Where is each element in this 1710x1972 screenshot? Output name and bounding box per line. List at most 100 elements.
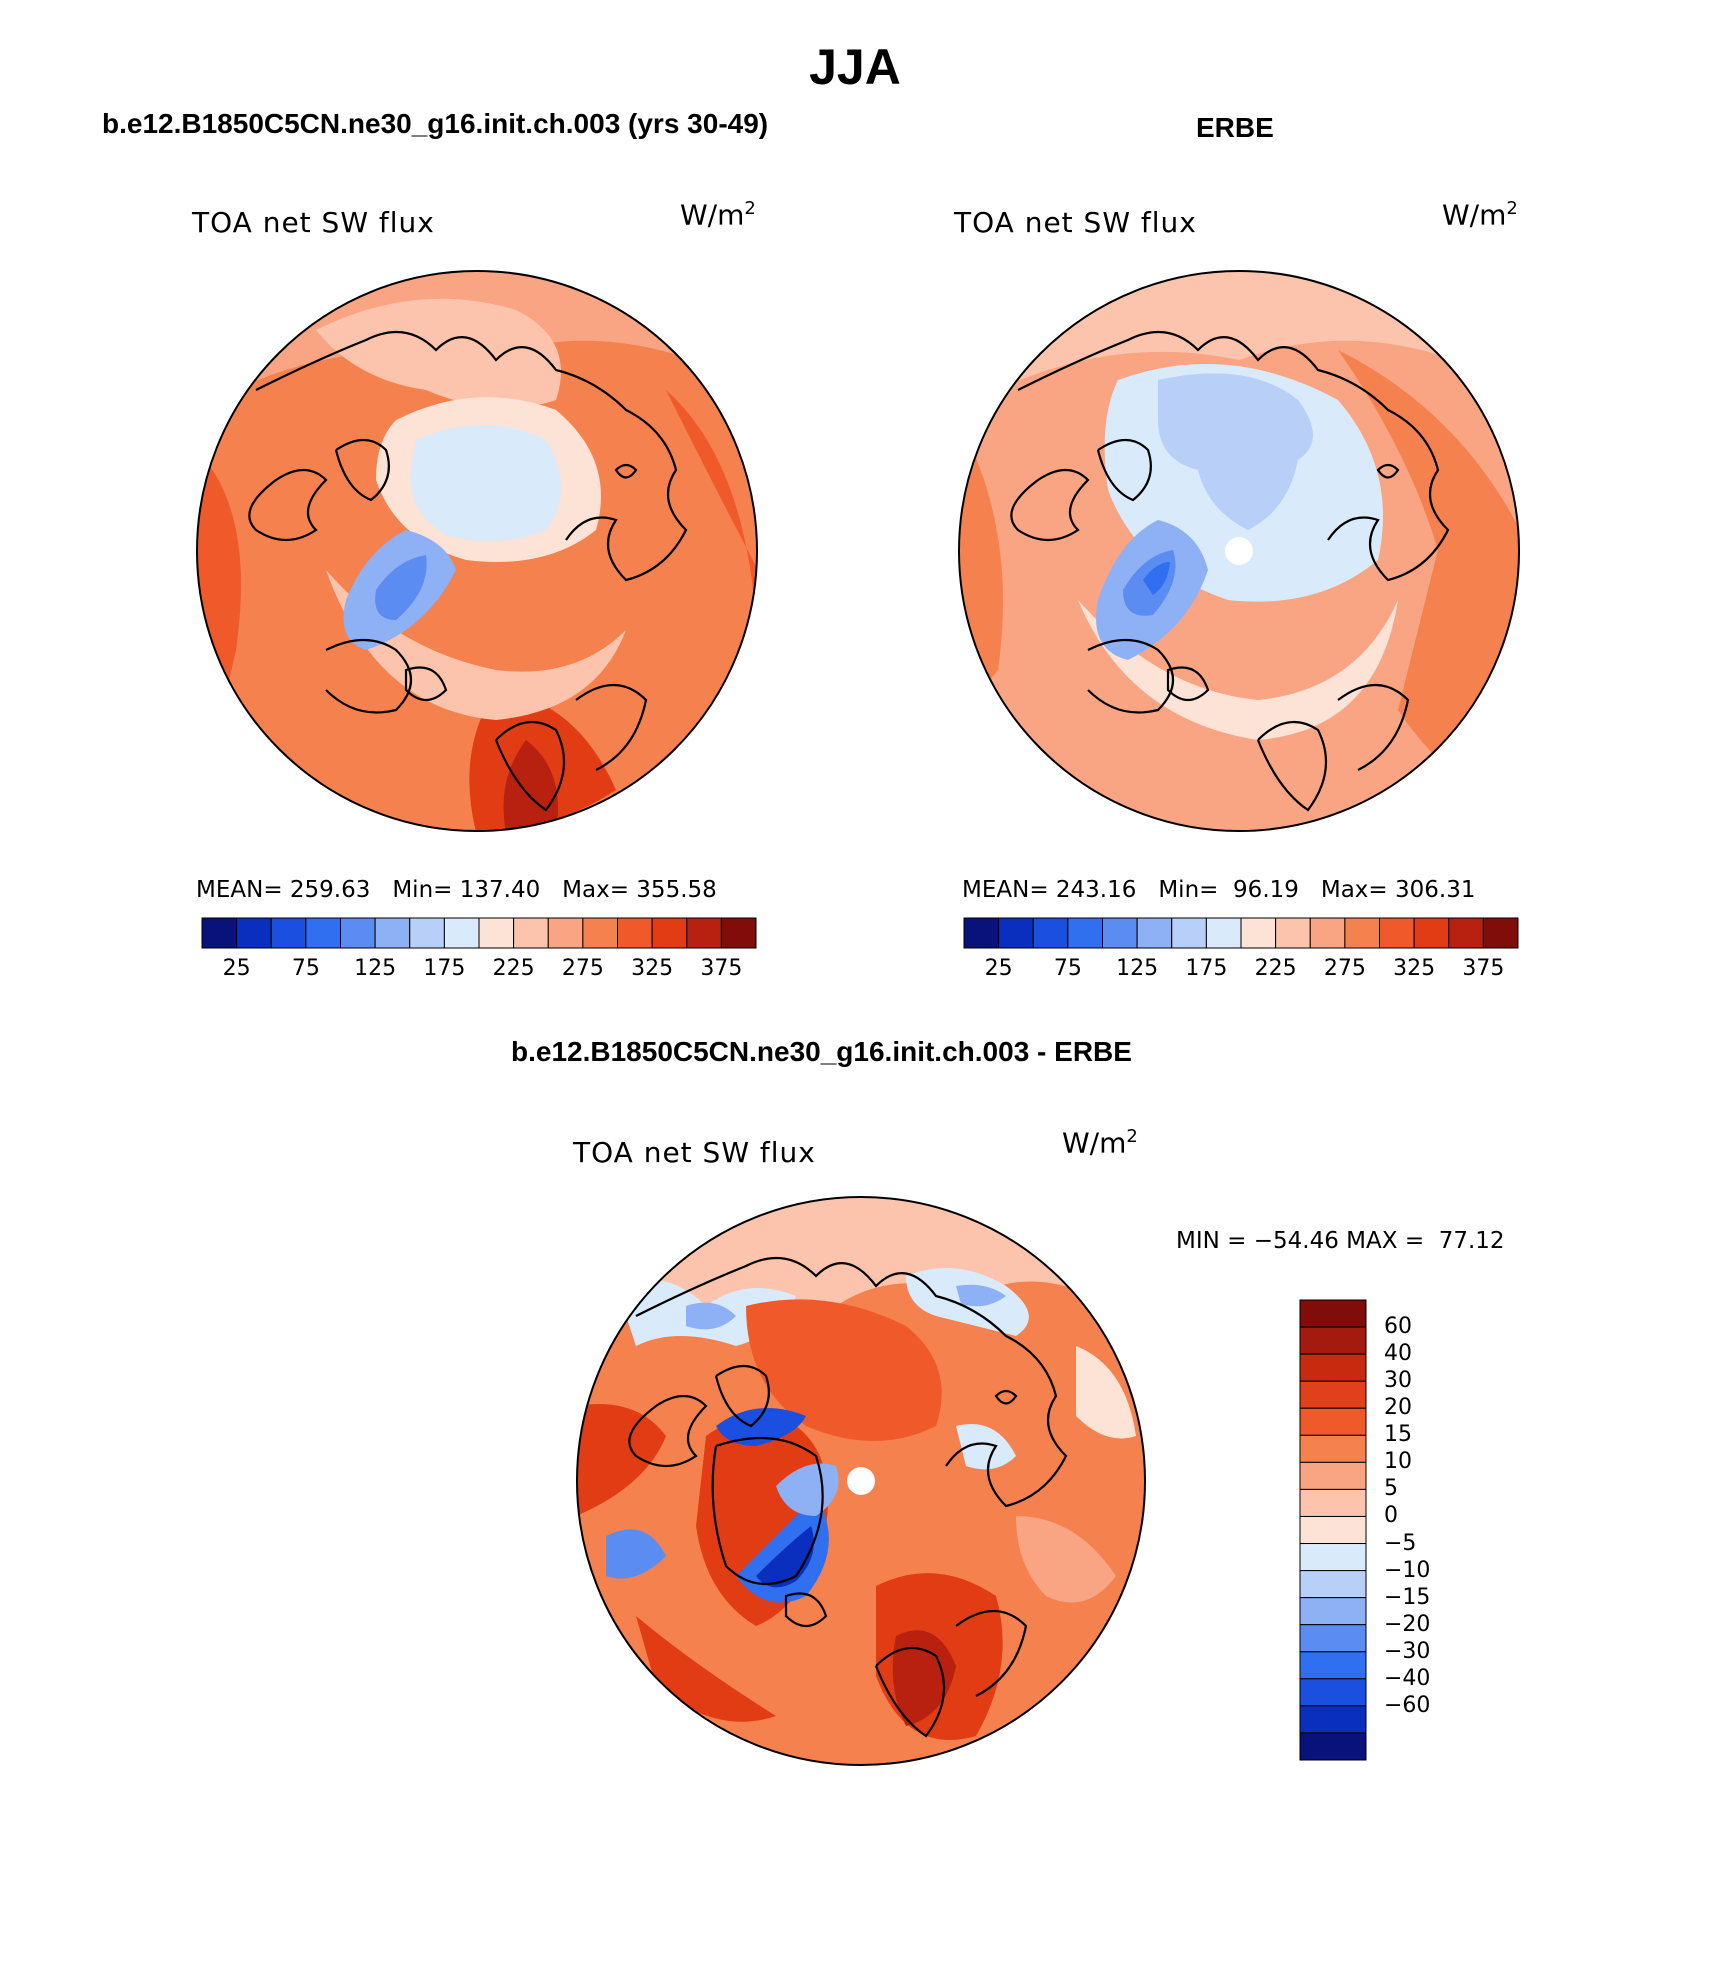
model-variable-label: TOA net SW flux bbox=[192, 206, 435, 239]
model-colorbar-tick-label: 125 bbox=[354, 956, 397, 981]
diff-colorbar-ticks: 60 40 30 20 15 10 5 0 −5 −10 −15 −20 −30 −40 −60 bbox=[1384, 1300, 1464, 1760]
obs-colorbar bbox=[963, 917, 1519, 949]
obs-colorbar-tick-label: 375 bbox=[1462, 956, 1505, 981]
model-colorbar-box bbox=[617, 917, 653, 949]
diff-colorbar-box bbox=[1299, 1570, 1367, 1599]
obs-colorbar-box bbox=[1136, 917, 1173, 949]
model-units-label: W/m2 bbox=[680, 198, 756, 232]
diff-variable-label: TOA net SW flux bbox=[573, 1136, 816, 1169]
obs-colorbar-tick-label: 325 bbox=[1393, 956, 1436, 981]
obs-colorbar-box bbox=[963, 917, 1000, 949]
model-polar-map bbox=[196, 270, 758, 832]
model-colorbar-box bbox=[513, 917, 549, 949]
model-colorbar-tick-label: 25 bbox=[222, 956, 251, 981]
obs-colorbar-box bbox=[1275, 917, 1311, 949]
obs-units-label: W/m2 bbox=[1442, 198, 1518, 232]
model-panel-header: b.e12.B1850C5CN.ne30_g16.init.ch.003 (yr… bbox=[102, 108, 769, 139]
diff-colorbar-box bbox=[1299, 1597, 1367, 1626]
diff-colorbar-box bbox=[1299, 1515, 1367, 1545]
diff-colorbar-box bbox=[1299, 1326, 1367, 1355]
model-colorbar-box bbox=[582, 917, 618, 949]
model-colorbar-box bbox=[409, 917, 445, 949]
diff-colorbar-tick-label: −40 bbox=[1384, 1665, 1431, 1691]
diff-colorbar-box bbox=[1299, 1543, 1367, 1572]
obs-colorbar-tick-label: 25 bbox=[984, 956, 1013, 981]
model-colorbar-tick-label: 75 bbox=[291, 956, 320, 981]
obs-colorbar-tick-label: 275 bbox=[1323, 956, 1366, 981]
model-colorbar-tick-label: 325 bbox=[631, 956, 674, 981]
model-colorbar-box bbox=[443, 917, 480, 949]
diff-colorbar-tick-label: 5 bbox=[1384, 1476, 1398, 1502]
diff-colorbar-tick-label: 20 bbox=[1384, 1395, 1412, 1421]
obs-colorbar-box bbox=[1448, 917, 1484, 949]
model-colorbar-box bbox=[270, 917, 307, 949]
diff-colorbar-box bbox=[1299, 1705, 1367, 1734]
obs-colorbar-box bbox=[1240, 917, 1277, 949]
diff-colorbar bbox=[1299, 1299, 1367, 1761]
diff-colorbar-tick-label: −5 bbox=[1384, 1530, 1417, 1556]
model-colorbar-box bbox=[720, 917, 757, 949]
obs-colorbar-tick-label: 75 bbox=[1053, 956, 1082, 981]
diff-colorbar-tick-label: 40 bbox=[1384, 1341, 1412, 1367]
model-colorbar-box bbox=[201, 917, 238, 949]
diff-polar-map bbox=[576, 1196, 1146, 1766]
obs-colorbar-box bbox=[1032, 917, 1069, 949]
diff-colorbar-box bbox=[1299, 1353, 1367, 1382]
model-colorbar-box bbox=[374, 917, 411, 949]
diff-colorbar-tick-label: 15 bbox=[1384, 1422, 1412, 1448]
obs-colorbar-box bbox=[1482, 917, 1519, 949]
obs-colorbar-box bbox=[1102, 917, 1138, 949]
diff-colorbar-tick-label: −10 bbox=[1384, 1557, 1431, 1583]
obs-colorbar-tick-label: 125 bbox=[1116, 956, 1159, 981]
model-colorbar-box bbox=[236, 917, 272, 949]
diff-colorbar-box bbox=[1299, 1461, 1367, 1490]
model-colorbar-tick-label: 275 bbox=[561, 956, 604, 981]
obs-polar-map bbox=[958, 270, 1520, 832]
main-title: JJA bbox=[809, 39, 901, 95]
model-colorbar-tick-label: 375 bbox=[700, 956, 743, 981]
obs-colorbar-box bbox=[1379, 917, 1415, 949]
diff-colorbar-tick-label: −60 bbox=[1384, 1692, 1431, 1718]
obs-colorbar-box bbox=[1067, 917, 1103, 949]
diff-colorbar-tick-label: −20 bbox=[1384, 1611, 1431, 1637]
diff-colorbar-tick-label: 30 bbox=[1384, 1368, 1412, 1394]
diff-panel-header: b.e12.B1850C5CN.ne30_g16.init.ch.003 - E… bbox=[511, 1036, 1132, 1067]
diff-colorbar-tick-label: −30 bbox=[1384, 1638, 1431, 1664]
model-colorbar-box bbox=[478, 917, 515, 949]
diff-colorbar-box bbox=[1299, 1299, 1367, 1328]
obs-colorbar-box bbox=[1205, 917, 1242, 949]
diff-colorbar-box bbox=[1299, 1488, 1367, 1517]
obs-colorbar-box bbox=[1344, 917, 1380, 949]
model-colorbar-tick-label: 225 bbox=[492, 956, 535, 981]
model-stats: MEAN= 259.63 Min= 137.40 Max= 355.58 bbox=[196, 877, 717, 903]
diff-colorbar-box bbox=[1299, 1624, 1367, 1653]
obs-colorbar-box bbox=[1413, 917, 1450, 949]
model-colorbar-ticks: 25 75 125 175 225 275 325 375 bbox=[202, 956, 756, 986]
diff-colorbar-box bbox=[1299, 1407, 1367, 1436]
model-colorbar bbox=[201, 917, 757, 949]
model-colorbar-tick-label: 175 bbox=[423, 956, 466, 981]
diff-colorbar-box bbox=[1299, 1732, 1367, 1761]
obs-colorbar-box bbox=[1309, 917, 1346, 949]
obs-colorbar-tick-label: 175 bbox=[1185, 956, 1228, 981]
obs-panel-header: ERBE bbox=[1196, 112, 1274, 143]
diff-units-label: W/m2 bbox=[1062, 1126, 1138, 1160]
obs-colorbar-ticks: 25 75 125 175 225 275 325 375 bbox=[964, 956, 1518, 986]
model-colorbar-box bbox=[651, 917, 688, 949]
diff-colorbar-box bbox=[1299, 1651, 1367, 1680]
model-colorbar-box bbox=[305, 917, 341, 949]
model-colorbar-box bbox=[686, 917, 722, 949]
obs-colorbar-box bbox=[998, 917, 1034, 949]
obs-colorbar-box bbox=[1171, 917, 1207, 949]
obs-stats: MEAN= 243.16 Min= 96.19 Max= 306.31 bbox=[962, 877, 1476, 903]
diff-colorbar-tick-label: 60 bbox=[1384, 1314, 1412, 1340]
diff-colorbar-box bbox=[1299, 1678, 1367, 1707]
obs-colorbar-tick-label: 225 bbox=[1254, 956, 1297, 981]
diff-colorbar-tick-label: −15 bbox=[1384, 1584, 1431, 1610]
diff-colorbar-box bbox=[1299, 1434, 1367, 1463]
diff-colorbar-tick-label: 10 bbox=[1384, 1449, 1412, 1475]
diff-colorbar-box bbox=[1299, 1380, 1367, 1409]
obs-variable-label: TOA net SW flux bbox=[954, 206, 1197, 239]
diff-stats: MIN = −54.46 MAX = 77.12 bbox=[1176, 1228, 1505, 1254]
model-colorbar-box bbox=[547, 917, 584, 949]
